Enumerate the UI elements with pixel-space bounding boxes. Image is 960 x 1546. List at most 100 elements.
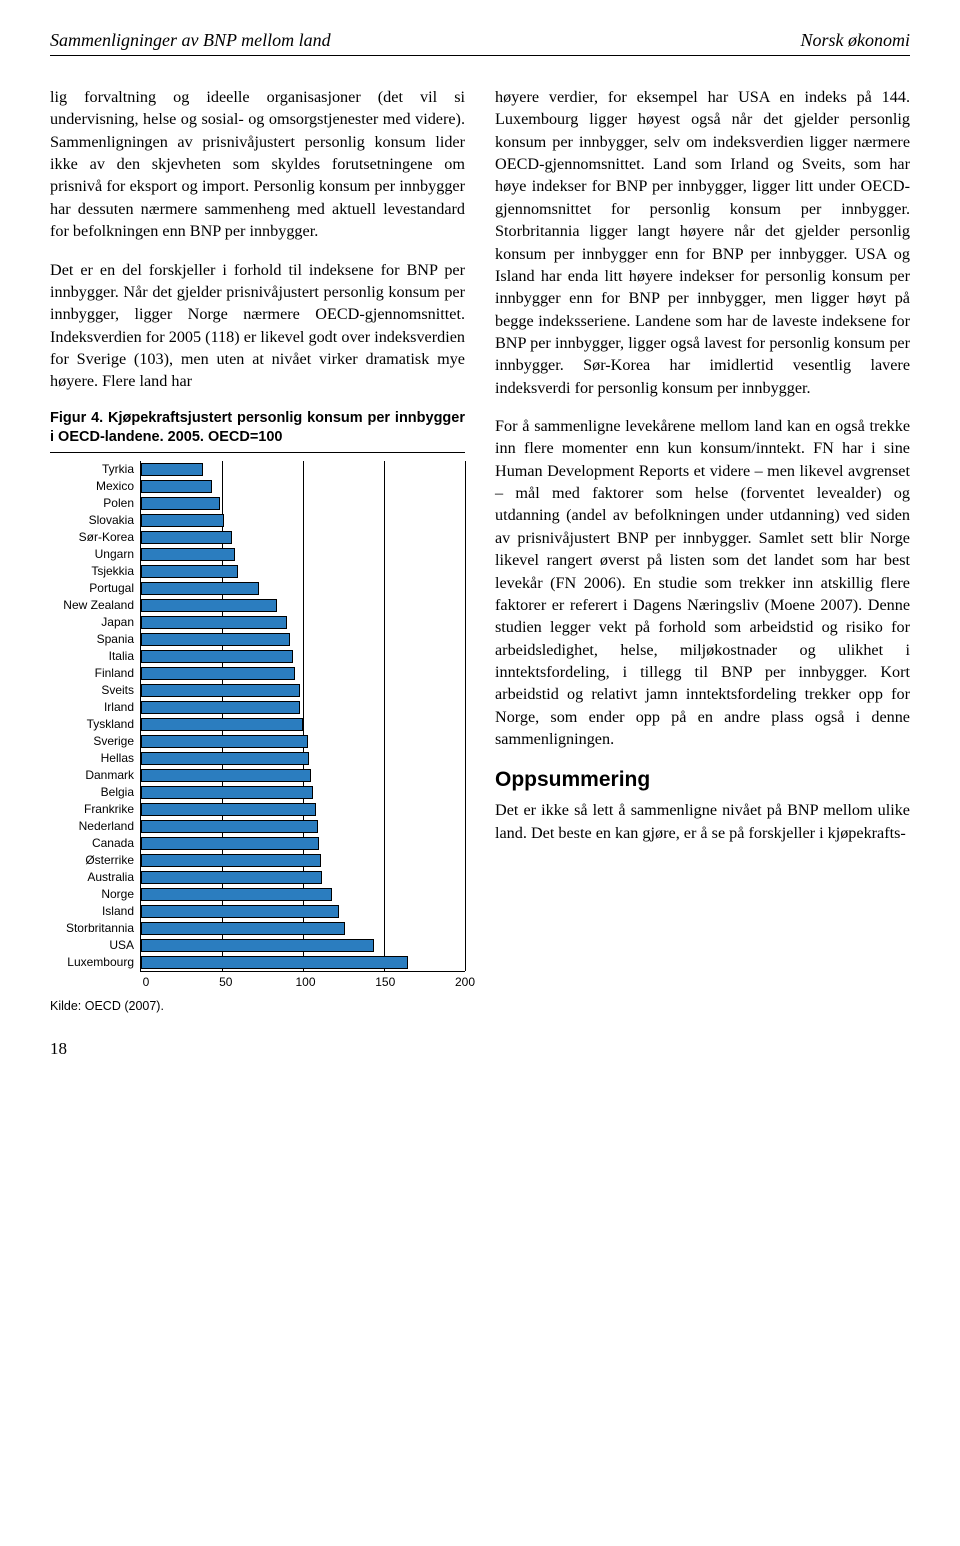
x-tick-labels: 050100150200 — [146, 974, 465, 990]
bar — [141, 803, 316, 816]
bar-row — [141, 869, 465, 886]
bar-row — [141, 920, 465, 937]
two-column-layout: lig forvaltning og ideelle organisasjone… — [50, 86, 910, 1015]
x-tick-label: 50 — [219, 974, 232, 991]
y-tick-label: New Zealand — [50, 597, 134, 614]
bar — [141, 599, 277, 612]
y-tick-label: Finland — [50, 665, 134, 682]
section-heading: Oppsummering — [495, 766, 910, 795]
bar — [141, 684, 300, 697]
y-tick-label: Polen — [50, 495, 134, 512]
bar — [141, 956, 408, 969]
bar — [141, 667, 295, 680]
x-tick-label: 200 — [455, 974, 475, 991]
bar — [141, 735, 308, 748]
bar — [141, 582, 259, 595]
y-tick-label: Belgia — [50, 784, 134, 801]
y-tick-label: USA — [50, 937, 134, 954]
y-tick-label: Luxembourg — [50, 954, 134, 971]
gridline — [465, 461, 466, 971]
y-tick-label: Ungarn — [50, 546, 134, 563]
bar — [141, 837, 319, 850]
page-number: 18 — [50, 1039, 910, 1059]
y-tick-label: Sveits — [50, 682, 134, 699]
y-tick-label: Canada — [50, 835, 134, 852]
bar-row — [141, 852, 465, 869]
y-tick-label: Italia — [50, 648, 134, 665]
bar-row — [141, 886, 465, 903]
bar-row — [141, 597, 465, 614]
bar-row — [141, 563, 465, 580]
y-tick-label: Mexico — [50, 478, 134, 495]
bar — [141, 514, 224, 527]
bar-row — [141, 784, 465, 801]
body-paragraph: For å sammenligne levekårene mellom land… — [495, 415, 910, 750]
y-tick-label: Sør-Korea — [50, 529, 134, 546]
y-tick-label: Storbritannia — [50, 920, 134, 937]
bar-row — [141, 699, 465, 716]
y-tick-label: Spania — [50, 631, 134, 648]
figure-4: Figur 4. Kjøpekraftsjustert personlig ko… — [50, 409, 465, 1015]
bar — [141, 718, 303, 731]
y-tick-label: Australia — [50, 869, 134, 886]
x-tick-label: 150 — [375, 974, 395, 991]
bar-row — [141, 529, 465, 546]
header-right: Norsk økonomi — [801, 30, 911, 51]
bars-container — [141, 461, 465, 971]
bar-row — [141, 818, 465, 835]
bar — [141, 616, 287, 629]
x-tick-label: 0 — [143, 974, 150, 991]
bar — [141, 463, 203, 476]
bar — [141, 769, 311, 782]
y-axis-labels: TyrkiaMexicoPolenSlovakiaSør-KoreaUngarn… — [50, 461, 140, 972]
bar — [141, 633, 290, 646]
bar — [141, 888, 332, 901]
x-tick-label: 100 — [295, 974, 315, 991]
bar-chart: TyrkiaMexicoPolenSlovakiaSør-KoreaUngarn… — [50, 461, 465, 990]
bar-row — [141, 495, 465, 512]
bar — [141, 905, 339, 918]
bar — [141, 939, 374, 952]
bar — [141, 565, 238, 578]
y-tick-label: Tsjekkia — [50, 563, 134, 580]
bar-row — [141, 733, 465, 750]
y-tick-label: Irland — [50, 699, 134, 716]
bar-row — [141, 631, 465, 648]
bar-row — [141, 937, 465, 954]
x-axis: 050100150200 — [50, 974, 465, 990]
y-tick-label: Island — [50, 903, 134, 920]
bar — [141, 480, 212, 493]
y-tick-label: Hellas — [50, 750, 134, 767]
left-column: lig forvaltning og ideelle organisasjone… — [50, 86, 465, 1015]
bar — [141, 871, 322, 884]
body-paragraph: lig forvaltning og ideelle organisasjone… — [50, 86, 465, 243]
bar-row — [141, 716, 465, 733]
bar-row — [141, 903, 465, 920]
bar-row — [141, 767, 465, 784]
y-tick-label: Danmark — [50, 767, 134, 784]
bar-row — [141, 546, 465, 563]
bar-row — [141, 614, 465, 631]
bar-row — [141, 750, 465, 767]
y-tick-label: Frankrike — [50, 801, 134, 818]
body-paragraph: Det er ikke så lett å sammenligne nivået… — [495, 799, 910, 844]
bar-row — [141, 835, 465, 852]
bar-row — [141, 801, 465, 818]
bar — [141, 854, 321, 867]
y-tick-label: Østerrike — [50, 852, 134, 869]
running-header: Sammenligninger av BNP mellom land Norsk… — [50, 30, 910, 56]
bar — [141, 497, 220, 510]
figure-caption: Figur 4. Kjøpekraftsjustert personlig ko… — [50, 409, 465, 453]
bar-row — [141, 665, 465, 682]
bar — [141, 548, 235, 561]
bar — [141, 752, 309, 765]
y-tick-label: Tyrkia — [50, 461, 134, 478]
bar — [141, 922, 345, 935]
bar-row — [141, 512, 465, 529]
bar-row — [141, 648, 465, 665]
bar-row — [141, 954, 465, 971]
bar — [141, 531, 232, 544]
right-column: høyere verdier, for eksempel har USA en … — [495, 86, 910, 1015]
header-left: Sammenligninger av BNP mellom land — [50, 30, 331, 51]
body-paragraph: Det er en del forskjeller i forhold til … — [50, 259, 465, 393]
